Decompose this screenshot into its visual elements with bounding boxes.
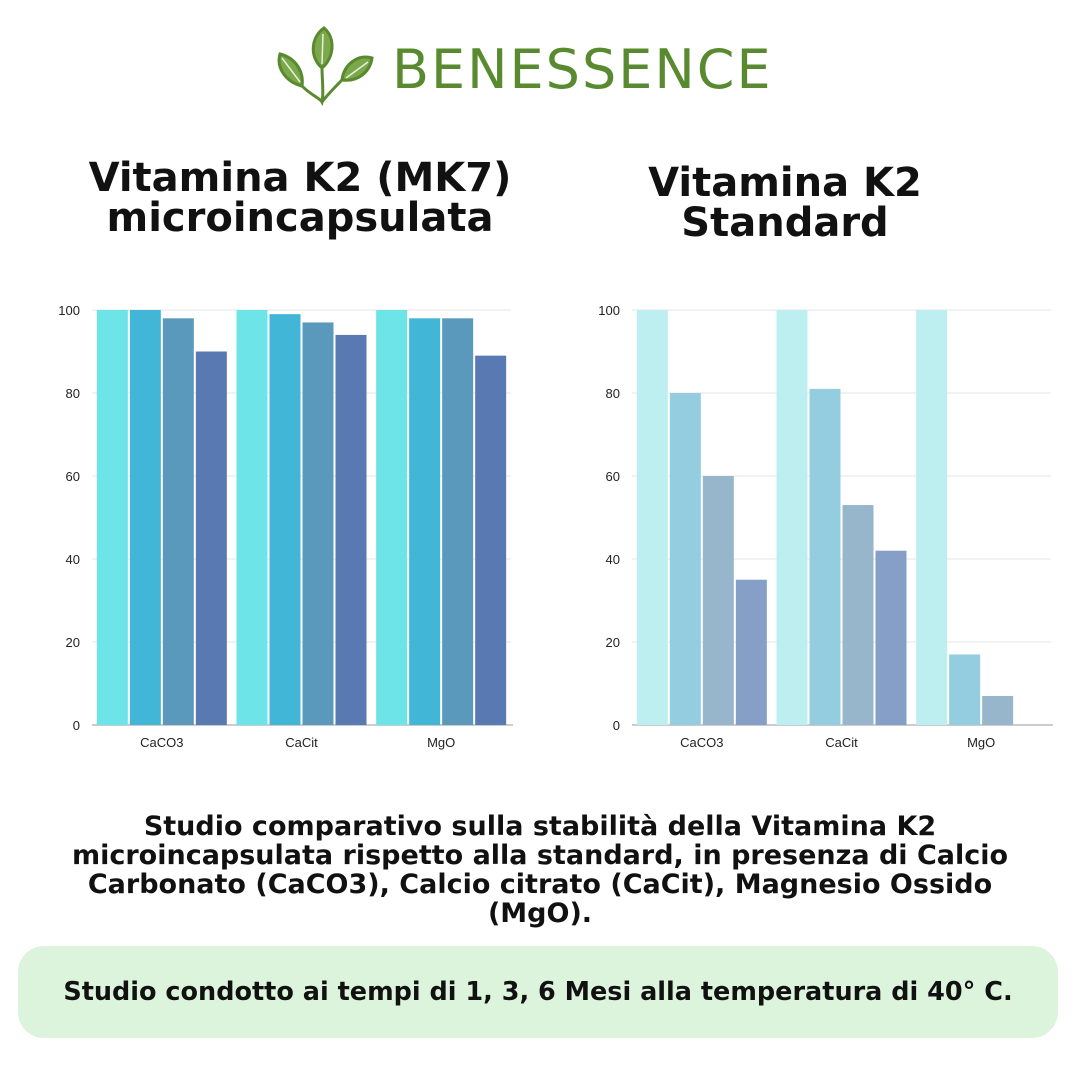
x-category-label: MgO [427,735,455,750]
y-tick-label: 20 [66,635,80,650]
x-category-label: CaCO3 [680,735,723,750]
y-tick-label: 60 [66,469,80,484]
bar-caco3-2 [162,318,194,725]
y-tick-label: 40 [66,552,80,567]
chart-title-microencapsulated: Vitamina K2 (MK7) microincapsulata [40,158,560,238]
bar-mgo-3 [475,355,507,725]
x-category-label: CaCO3 [140,735,183,750]
bar-cacit-3 [335,334,367,725]
brand-name: BENESSENCE [392,38,773,101]
y-tick-label: 80 [66,386,80,401]
bar-mgo-1 [409,318,441,725]
bar-cacit-0 [776,310,808,725]
y-tick-label: 0 [613,718,620,733]
y-tick-label: 20 [606,635,620,650]
bar-mgo-2 [982,695,1014,725]
bar-caco3-1 [129,310,161,725]
bar-cacit-2 [302,322,334,725]
bar-caco3-0 [96,310,128,725]
bar-cacit-1 [809,388,841,725]
bar-mgo-2 [442,318,474,725]
bar-mgo-0 [916,310,948,725]
bar-caco3-3 [735,579,767,725]
y-tick-label: 100 [598,303,620,318]
bar-caco3-3 [195,351,227,725]
bar-mgo-1 [949,654,981,725]
leaf-logo-icon [277,26,374,107]
chart-title-line: microincapsulata [106,195,494,241]
caption-line: microincapsulata rispetto alla standard,… [71,840,1009,871]
chart-title-line: Standard [681,200,889,246]
caption-line: (MgO). [487,898,593,929]
bar-cacit-3 [875,550,907,725]
caption-line: Carbonato (CaCO3), Calcio citrato (CaCit… [87,869,993,900]
y-tick-label: 40 [606,552,620,567]
y-tick-label: 0 [73,718,80,733]
bar-cacit-1 [269,314,301,725]
study-conditions-note: Studio condotto ai tempi di 1, 3, 6 Mesi… [18,946,1058,1038]
bar-caco3-1 [669,393,701,725]
bar-cacit-2 [842,505,874,725]
bar-chart-standard: 0 20 40 60 80 100 CaCO3 CaCit MgO [598,303,1053,750]
y-tick-label: 60 [606,469,620,484]
chart-title-standard: Vitamina K2 Standard [560,163,1010,243]
bar-caco3-0 [636,310,668,725]
brand-logo: BENESSENCE [272,24,832,108]
study-caption: Studio comparativo sulla stabilità della… [30,812,1050,928]
bar-caco3-2 [702,476,734,725]
chart-title-line: Vitamina K2 (MK7) [88,155,512,201]
note-text: Studio condotto ai tempi di 1, 3, 6 Mesi… [63,977,1013,1007]
y-tick-label: 100 [58,303,80,318]
chart-title-line: Vitamina K2 [648,160,922,206]
y-tick-label: 80 [606,386,620,401]
bar-chart-microencapsulated: 0 20 40 60 80 100 CaCO3 CaCit MgO [58,303,513,750]
caption-line: Studio comparativo sulla stabilità della… [143,811,937,842]
x-category-label: CaCit [825,735,858,750]
bar-mgo-0 [376,310,408,725]
x-category-label: CaCit [285,735,318,750]
x-category-label: MgO [967,735,995,750]
bar-cacit-0 [236,310,268,725]
